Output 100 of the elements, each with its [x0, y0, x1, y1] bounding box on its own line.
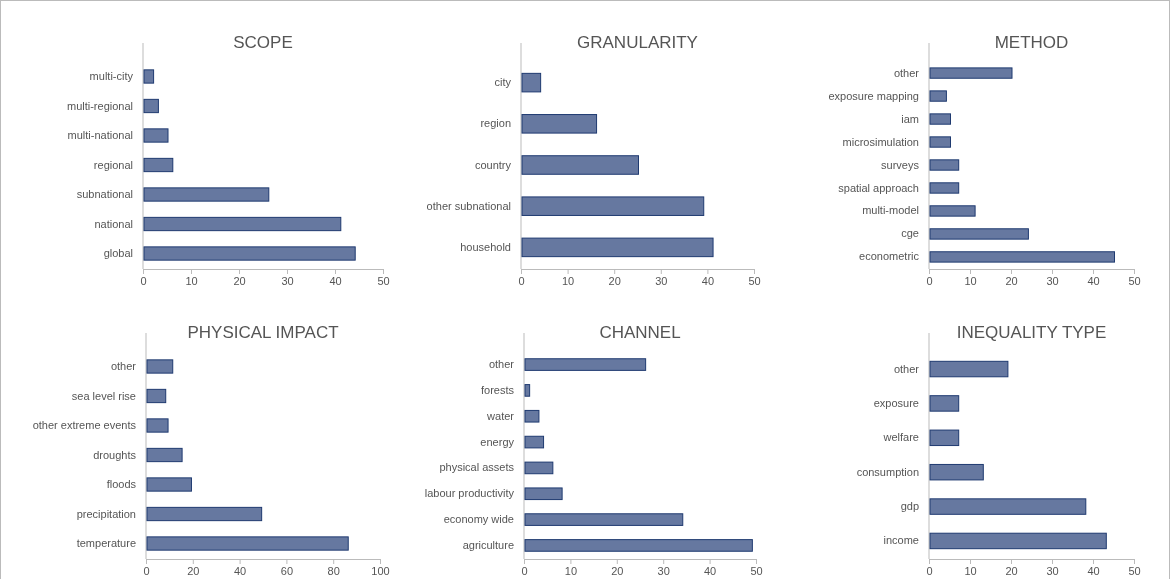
x-tick-label: 50	[1128, 564, 1141, 577]
bar	[929, 182, 960, 194]
x-tick-label: 40	[701, 274, 715, 287]
bar	[521, 114, 598, 134]
y-tick-label: welfare	[882, 431, 919, 444]
y-tick-label: forests	[480, 383, 515, 396]
bar	[929, 532, 1107, 550]
bar	[146, 536, 349, 551]
y-tick-label: gdp	[900, 500, 919, 513]
bar	[929, 498, 1087, 515]
bar	[929, 136, 951, 148]
x-tick-label: 30	[655, 274, 668, 287]
x-tick-label: 10	[185, 274, 198, 287]
x-tick-label: 50	[750, 564, 763, 577]
chart-title: CHANNEL	[599, 323, 681, 342]
bar	[929, 429, 960, 447]
y-tick-label: precipitation	[76, 507, 136, 520]
x-tick-label: 60	[280, 564, 294, 577]
bar	[524, 384, 531, 397]
x-tick-label: 30	[1046, 274, 1059, 287]
chart-title: GRANULARITY	[577, 33, 698, 52]
y-tick-label: multi-national	[67, 129, 133, 142]
bar	[143, 216, 342, 232]
bar	[524, 358, 647, 371]
x-tick-label: 10	[964, 274, 977, 287]
y-tick-label: other	[893, 66, 920, 79]
x-tick-label: 10	[964, 564, 977, 577]
y-tick-label: agriculture	[462, 538, 514, 551]
y-tick-label: exposure	[873, 396, 919, 409]
x-tick-label: 40	[233, 564, 247, 577]
y-tick-label: water	[486, 409, 515, 422]
bar	[524, 409, 540, 423]
y-tick-label: microsimulation	[842, 135, 919, 148]
x-tick-label: 40	[1087, 564, 1100, 577]
x-tick-label: 50	[377, 274, 390, 287]
bar	[524, 539, 753, 552]
y-tick-label: household	[460, 240, 511, 253]
bar	[143, 157, 174, 173]
bar	[929, 228, 1029, 240]
bar	[524, 513, 684, 526]
y-tick-label: droughts	[93, 448, 137, 461]
bar	[146, 477, 192, 492]
y-tick-label: income	[883, 534, 919, 547]
bar	[524, 487, 563, 501]
bar	[524, 461, 554, 475]
bar	[143, 69, 155, 84]
bar	[143, 187, 270, 202]
bar	[929, 360, 1009, 378]
chart-title: PHYSICAL IMPACT	[187, 323, 339, 342]
y-tick-label: consumption	[856, 465, 919, 478]
y-tick-label: national	[94, 217, 133, 230]
bar	[521, 72, 542, 93]
x-tick-label: 30	[657, 564, 670, 577]
y-tick-label: subnational	[76, 188, 133, 201]
x-tick-label: 20	[233, 274, 246, 287]
y-tick-label: cge	[901, 227, 919, 240]
x-tick-label: 50	[748, 274, 761, 287]
x-tick-label: 40	[329, 274, 342, 287]
bar	[524, 435, 545, 449]
y-tick-label: sea level rise	[71, 389, 136, 402]
chart-title: METHOD	[994, 33, 1069, 52]
x-tick-label: 0	[521, 564, 528, 577]
x-tick-label: 50	[1128, 274, 1141, 287]
y-tick-label: temperature	[76, 537, 136, 550]
x-tick-label: 20	[608, 274, 621, 287]
bar	[521, 196, 705, 216]
bar	[929, 395, 960, 412]
x-tick-label: 30	[281, 274, 294, 287]
bar	[929, 159, 960, 171]
bar	[143, 246, 356, 261]
chart-title: INEQUALITY TYPE	[956, 323, 1107, 342]
y-tick-label: energy	[480, 435, 515, 448]
chart-title: SCOPE	[233, 33, 293, 52]
y-tick-label: physical assets	[439, 461, 515, 474]
y-tick-label: labour productivity	[424, 487, 515, 500]
y-tick-label: multi-model	[862, 204, 919, 217]
y-tick-label: country	[474, 158, 512, 171]
y-tick-label: exposure mapping	[828, 89, 919, 102]
y-tick-label: econometric	[859, 250, 920, 263]
bar	[929, 113, 951, 125]
x-tick-label: 10	[564, 564, 578, 577]
x-tick-label: 80	[327, 564, 340, 577]
y-tick-label: other	[488, 358, 515, 371]
x-tick-label: 40	[703, 564, 717, 577]
bar	[521, 155, 639, 175]
y-tick-label: floods	[106, 478, 137, 491]
x-tick-label: 20	[187, 564, 200, 577]
y-tick-label: global	[103, 247, 133, 260]
x-tick-label: 0	[518, 274, 525, 287]
y-tick-label: multi-city	[89, 70, 134, 83]
y-tick-label: multi-regional	[66, 99, 133, 112]
x-tick-label: 0	[926, 564, 933, 577]
bar	[929, 205, 976, 217]
x-tick-label: 20	[1005, 274, 1018, 287]
bar	[929, 67, 1013, 79]
bar	[929, 463, 984, 481]
bar	[929, 90, 947, 102]
bar	[143, 98, 159, 114]
bar	[146, 359, 174, 374]
x-tick-label: 20	[1005, 564, 1018, 577]
